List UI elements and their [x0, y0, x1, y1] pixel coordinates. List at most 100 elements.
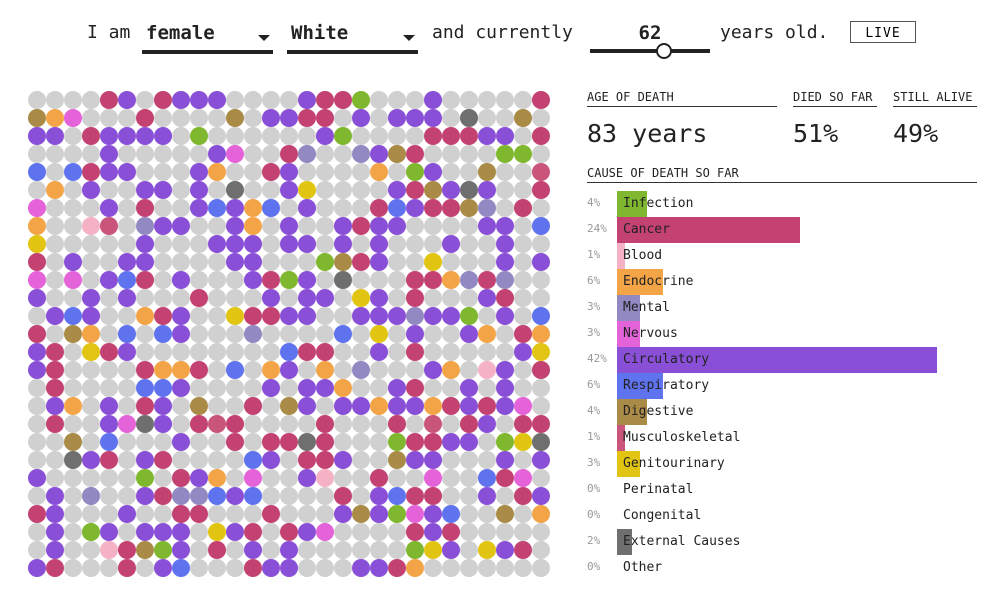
person-dot: [46, 379, 64, 397]
person-dot: [136, 217, 154, 235]
person-dot: [136, 163, 154, 181]
person-dot: [46, 523, 64, 541]
person-dot: [478, 505, 496, 523]
person-dot: [28, 523, 46, 541]
person-dot: [64, 397, 82, 415]
person-dot: [262, 127, 280, 145]
person-dot: [280, 433, 298, 451]
cause-row: 6% Respiratory: [587, 373, 987, 399]
person-dot: [496, 379, 514, 397]
person-dot: [28, 289, 46, 307]
cause-row: 6% Endocrine: [587, 269, 987, 295]
person-dot: [226, 433, 244, 451]
still-alive-label: STILL ALIVE: [893, 91, 977, 107]
person-dot: [442, 469, 460, 487]
person-dot: [118, 307, 136, 325]
person-dot: [298, 235, 316, 253]
person-dot: [100, 469, 118, 487]
person-dot: [172, 451, 190, 469]
person-dot: [370, 163, 388, 181]
person-dot: [100, 109, 118, 127]
person-dot: [442, 433, 460, 451]
person-dot: [28, 271, 46, 289]
person-dot: [46, 397, 64, 415]
age-slider-track[interactable]: [590, 49, 710, 53]
person-dot: [442, 523, 460, 541]
age-of-death-stat: AGE OF DEATH 83 years: [587, 91, 777, 149]
person-dot: [424, 541, 442, 559]
age-value: 62: [638, 22, 662, 44]
cause-label: Genitourinary: [623, 456, 725, 471]
person-dot: [388, 253, 406, 271]
age-slider-handle[interactable]: [656, 43, 673, 59]
person-dot: [424, 523, 442, 541]
cause-label: Nervous: [623, 326, 678, 341]
person-dot: [208, 307, 226, 325]
person-dot: [118, 109, 136, 127]
person-dot: [316, 163, 334, 181]
person-dot: [46, 217, 64, 235]
cause-row: 1% Musculoskeletal: [587, 425, 987, 451]
person-dot: [82, 379, 100, 397]
person-dot: [298, 523, 316, 541]
sex-select[interactable]: female: [142, 18, 273, 54]
person-dot: [478, 541, 496, 559]
person-dot: [118, 433, 136, 451]
person-dot: [172, 433, 190, 451]
person-dot: [352, 127, 370, 145]
person-dot: [280, 559, 298, 577]
person-dot: [118, 361, 136, 379]
person-dot: [352, 307, 370, 325]
person-dot: [100, 523, 118, 541]
person-dot: [208, 325, 226, 343]
age-slider[interactable]: 62: [590, 18, 710, 59]
person-dot: [460, 415, 478, 433]
person-dot: [154, 163, 172, 181]
person-dot: [82, 163, 100, 181]
person-dot: [226, 505, 244, 523]
person-dot: [532, 451, 550, 469]
person-dot: [190, 379, 208, 397]
person-dot: [226, 559, 244, 577]
person-dot: [460, 289, 478, 307]
person-dot: [190, 253, 208, 271]
person-dot: [424, 235, 442, 253]
person-dot: [478, 397, 496, 415]
person-dot: [460, 541, 478, 559]
person-dot: [532, 181, 550, 199]
person-dot: [100, 505, 118, 523]
person-dot: [388, 163, 406, 181]
person-dot: [388, 343, 406, 361]
person-dot: [532, 523, 550, 541]
person-dot: [154, 145, 172, 163]
person-dot: [262, 361, 280, 379]
person-dot: [370, 505, 388, 523]
person-dot: [262, 415, 280, 433]
person-dot: [28, 307, 46, 325]
person-dot: [478, 91, 496, 109]
person-dot: [226, 289, 244, 307]
person-dot: [352, 487, 370, 505]
person-dot: [46, 307, 64, 325]
race-select[interactable]: White: [287, 18, 418, 54]
person-dot: [460, 433, 478, 451]
person-dot: [334, 145, 352, 163]
person-dot: [532, 325, 550, 343]
person-dot: [64, 541, 82, 559]
person-dot: [316, 235, 334, 253]
person-dot: [370, 181, 388, 199]
person-dot: [100, 235, 118, 253]
person-dot: [370, 559, 388, 577]
person-dot: [208, 253, 226, 271]
person-dot: [370, 343, 388, 361]
person-dot: [424, 109, 442, 127]
live-button[interactable]: LIVE: [850, 21, 916, 43]
person-dot: [532, 343, 550, 361]
person-dot: [298, 109, 316, 127]
person-dot: [370, 523, 388, 541]
person-dot: [208, 397, 226, 415]
person-dot: [514, 271, 532, 289]
person-dot: [262, 271, 280, 289]
person-dot: [118, 523, 136, 541]
person-dot: [280, 307, 298, 325]
